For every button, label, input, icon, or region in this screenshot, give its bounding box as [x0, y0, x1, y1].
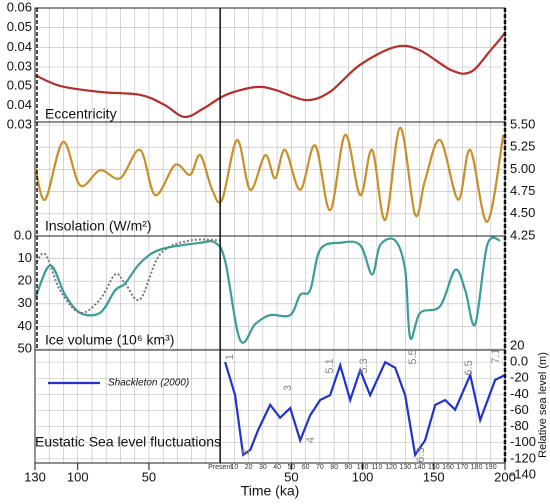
small-x-tick: 10	[230, 464, 238, 471]
x-tick-label: 50	[284, 469, 298, 484]
small-x-tick: 120	[385, 464, 397, 471]
stage-label: 2	[240, 449, 252, 455]
small-x-tick: 130	[399, 464, 411, 471]
small-x-tick: 140	[414, 464, 426, 471]
small-x-tick: 190	[485, 464, 497, 471]
series-line	[35, 238, 221, 314]
series-line	[35, 236, 501, 344]
small-x-tick: 80	[330, 464, 338, 471]
y-tick-label: -100	[510, 434, 536, 449]
small-x-tick: Present	[208, 464, 232, 471]
small-x-tick: 110	[371, 464, 382, 471]
stage-label: 4	[305, 437, 317, 443]
panel-label: Insolation (W/m²)	[45, 218, 152, 234]
y-tick-label: 4.25	[510, 227, 535, 242]
small-x-tick: 30	[259, 464, 267, 471]
x-tick-label: 200	[494, 469, 516, 484]
legend-label: Shackleton (2000)	[108, 378, 189, 389]
y-tick-label: 0.0	[510, 354, 528, 369]
x-tick-label: 100	[352, 469, 374, 484]
y-tick-label: 10	[18, 250, 32, 265]
stage-label: 5.5	[407, 349, 419, 364]
x-axis-label: Time (ka)	[241, 483, 300, 499]
y-tick-label: 5.25	[510, 139, 535, 154]
y-axis-label: Relative sea level (m)	[537, 352, 549, 458]
y-tick-label: -80	[510, 418, 529, 433]
y-tick-label: -40	[510, 386, 529, 401]
panel-label: Eccentricity	[45, 106, 117, 122]
y-tick-label: -140	[510, 466, 536, 481]
y-tick-label: 20	[18, 273, 32, 288]
y-tick-label: 0.05	[7, 19, 32, 34]
small-x-tick: 40	[273, 464, 281, 471]
stage-label: 5.3	[358, 358, 370, 373]
small-x-tick: 180	[471, 464, 483, 471]
stage-label: 1	[224, 354, 236, 360]
x-tick-label: 100	[67, 469, 89, 484]
x-tick-label: 150	[423, 469, 445, 484]
stage-label: 7.1	[490, 348, 502, 363]
small-x-tick: 60	[302, 464, 310, 471]
x-tick-label: 50	[142, 469, 156, 484]
y-tick-label: 5.00	[510, 161, 535, 176]
panel-label: Eustatic Sea level fluctuations	[35, 434, 221, 450]
series-line	[35, 126, 505, 223]
series-line	[35, 32, 505, 119]
stage-label: 6.5	[463, 360, 475, 375]
y-tick-label: 0.04	[7, 97, 32, 112]
y-tick-label: -120	[510, 450, 536, 465]
series-line	[224, 360, 505, 458]
y-tick-label: 0.03	[7, 116, 32, 131]
y-tick-label: -60	[510, 402, 529, 417]
stage-label: 6.3	[415, 447, 427, 462]
y-tick-label: 40	[18, 318, 32, 333]
stage-label: 3	[282, 385, 294, 391]
y-tick-label: 5.50	[510, 116, 535, 131]
small-x-tick: 20	[245, 464, 253, 471]
y-tick-label: 4.75	[510, 183, 535, 198]
stage-label: 5.1	[324, 358, 336, 373]
y-tick-label: 20	[510, 337, 524, 352]
small-x-tick: 70	[316, 464, 324, 471]
y-tick-label: 50	[18, 340, 32, 355]
small-x-tick: 160	[442, 464, 454, 471]
y-tick-label: 0.0	[14, 227, 32, 242]
y-tick-label: 30	[18, 295, 32, 310]
y-tick-label: -20	[510, 370, 529, 385]
x-tick-label: 130	[24, 469, 46, 484]
small-x-tick: 170	[456, 464, 468, 471]
y-tick-label: 0.04	[7, 39, 32, 54]
y-tick-label: 4.50	[510, 205, 535, 220]
panel-label: Ice volume (10⁶ km³)	[45, 332, 174, 348]
y-tick-label: 0.03	[7, 58, 32, 73]
small-x-tick: 90	[344, 464, 352, 471]
y-tick-label: 0.05	[7, 77, 32, 92]
y-tick-label: 0.06	[7, 0, 32, 14]
